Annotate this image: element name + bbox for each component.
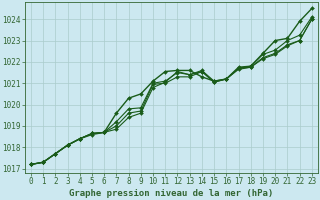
X-axis label: Graphe pression niveau de la mer (hPa): Graphe pression niveau de la mer (hPa) [69,189,274,198]
